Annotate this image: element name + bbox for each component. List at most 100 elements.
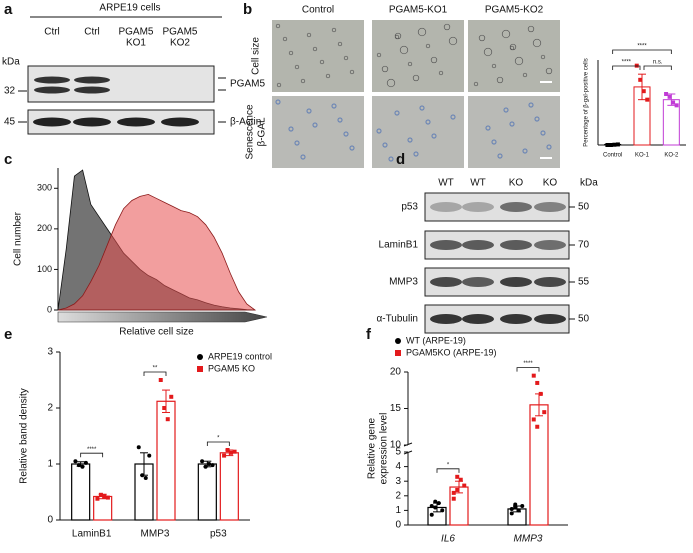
- cell: [496, 76, 504, 84]
- data-point: [73, 459, 78, 464]
- lane-label: PGAM5: [118, 27, 153, 38]
- data-point: [462, 483, 467, 488]
- y-tick-label: 1: [47, 459, 53, 470]
- band: [73, 117, 111, 127]
- data-point: [429, 512, 434, 517]
- y-tick-label: 200: [37, 223, 52, 233]
- cell: [485, 125, 491, 131]
- data-point: [674, 103, 679, 108]
- legend-label: PGAM5 KO: [208, 363, 255, 373]
- panel-label: e: [4, 326, 12, 343]
- y-axis-label: Cell number: [13, 211, 24, 266]
- y-tick-label: 1: [395, 505, 401, 516]
- data-point: [455, 474, 460, 479]
- data-point: [136, 445, 141, 450]
- y-tick-label: 2: [47, 403, 53, 414]
- cell: [382, 142, 388, 148]
- bracket: [80, 452, 104, 458]
- cell: [319, 59, 325, 65]
- panel-label: a: [4, 1, 13, 18]
- column-label: Control: [302, 5, 334, 16]
- y-tick-label: 20: [390, 367, 402, 378]
- data-point: [143, 476, 148, 480]
- legend-swatch: [395, 350, 401, 356]
- band: [462, 202, 494, 212]
- cell: [407, 61, 413, 67]
- band: [500, 240, 532, 250]
- area: [57, 193, 257, 311]
- data-point: [222, 453, 227, 458]
- cell: [430, 56, 438, 64]
- band: [500, 277, 532, 287]
- data-point: [531, 373, 536, 378]
- x-tick-label: MMP3: [514, 534, 543, 545]
- cell: [337, 117, 343, 123]
- row-label: β-GAL: [257, 117, 268, 147]
- significance: n.s.: [653, 60, 663, 66]
- y-tick-label: 0: [395, 520, 401, 531]
- data-point: [542, 410, 547, 415]
- legend-swatch: [197, 354, 203, 360]
- micrograph: [272, 20, 364, 92]
- cell: [288, 126, 294, 132]
- y-axis-label: expression level: [379, 413, 390, 485]
- data-point: [147, 453, 152, 458]
- significance: ****: [637, 44, 647, 50]
- significance: *: [447, 462, 450, 468]
- cell: [349, 145, 355, 151]
- cell: [376, 128, 382, 134]
- size-arrow: [57, 311, 268, 323]
- data-point: [433, 499, 438, 504]
- data-point: [83, 460, 88, 465]
- significance: *: [217, 436, 220, 442]
- cell: [540, 130, 546, 136]
- cell: [545, 67, 553, 75]
- data-point: [509, 506, 514, 511]
- band: [462, 277, 494, 287]
- panel-label: d: [396, 151, 405, 168]
- lane-label: WT: [470, 178, 486, 189]
- cell: [431, 133, 437, 139]
- cell: [473, 81, 479, 87]
- cell: [491, 63, 497, 69]
- band: [534, 240, 566, 250]
- data-point: [509, 511, 514, 516]
- data-point: [207, 462, 212, 466]
- cell: [534, 116, 540, 122]
- data-point: [641, 89, 646, 94]
- cell: [438, 70, 444, 76]
- band: [430, 277, 462, 287]
- lane-label: KO: [543, 178, 558, 189]
- cell: [394, 32, 402, 40]
- cell: [381, 65, 389, 73]
- band-label: α-Tubulin: [376, 314, 418, 325]
- data-point: [203, 464, 208, 469]
- data-point: [436, 501, 441, 506]
- cell: [417, 27, 427, 37]
- data-point: [200, 459, 205, 464]
- cell: [522, 72, 528, 78]
- lane-label: Ctrl: [44, 27, 60, 38]
- band-label: p53: [401, 202, 418, 213]
- legend-swatch: [197, 366, 203, 372]
- cell: [275, 99, 281, 105]
- micrograph: [372, 96, 464, 168]
- marker-label: 50: [578, 314, 590, 325]
- data-point: [605, 143, 610, 147]
- cell: [448, 36, 458, 46]
- data-point: [451, 496, 456, 501]
- cell: [425, 43, 431, 49]
- data-point: [608, 143, 613, 147]
- significance: ****: [87, 447, 97, 453]
- data-point: [664, 92, 669, 96]
- significance: ****: [622, 60, 632, 66]
- data-point: [165, 417, 170, 422]
- marker-label: 45: [4, 117, 16, 128]
- y-tick-label: 3: [395, 476, 401, 487]
- marker-label: 32: [4, 86, 16, 97]
- cell: [331, 27, 337, 33]
- legend-swatch: [395, 338, 401, 344]
- cell: [349, 69, 355, 75]
- legend-label: PGAM5KO (ARPE-19): [406, 347, 497, 357]
- band: [33, 117, 71, 127]
